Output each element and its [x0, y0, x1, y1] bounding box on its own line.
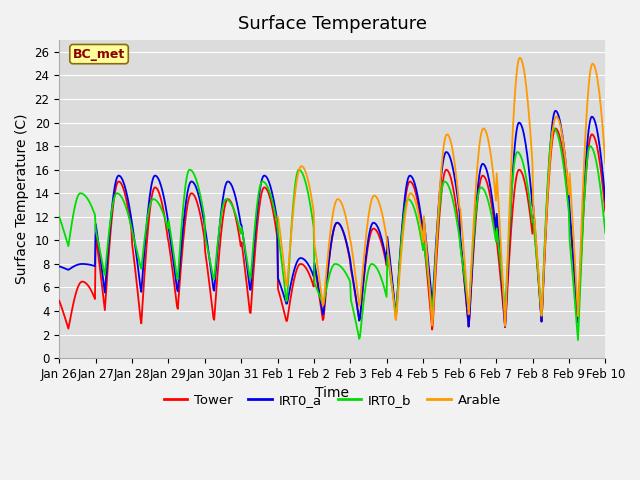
- Text: BC_met: BC_met: [73, 48, 125, 60]
- Y-axis label: Surface Temperature (C): Surface Temperature (C): [15, 114, 29, 284]
- Title: Surface Temperature: Surface Temperature: [238, 15, 427, 33]
- X-axis label: Time: Time: [316, 386, 349, 400]
- Legend: Tower, IRT0_a, IRT0_b, Arable: Tower, IRT0_a, IRT0_b, Arable: [158, 388, 506, 412]
